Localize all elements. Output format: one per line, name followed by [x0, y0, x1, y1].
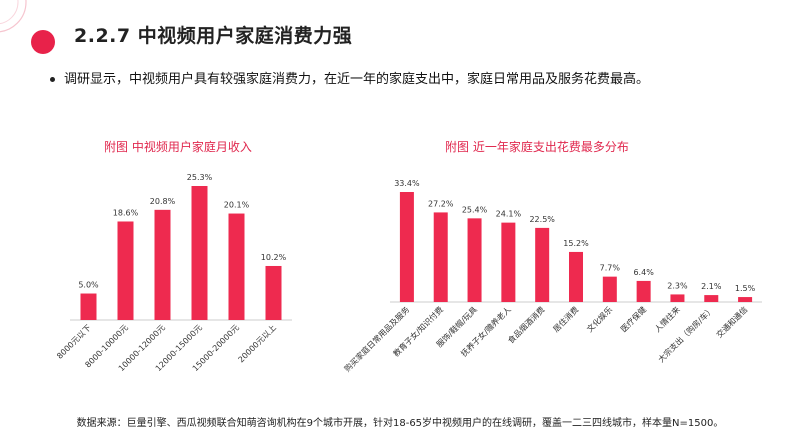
data-label-spending-1: 27.2%	[428, 199, 454, 208]
bar-income-2	[154, 209, 171, 320]
summary-text: 调研显示，中视频用户具有较强家庭消费力，在近一年的家庭支出中，家庭日常用品及服务…	[64, 72, 650, 87]
chart-spending: 33.4%购买家庭日常用品及服务27.2%教育子女/知识付费25.4%服饰/鞋帽…	[342, 179, 762, 374]
tick-label-income-0: 8000元以下	[55, 323, 93, 361]
bar-spending-4	[535, 227, 550, 302]
decorative-circles	[0, 0, 55, 54]
bar-spending-2	[467, 218, 482, 302]
tick-label-spending-7: 医疗保健	[618, 304, 648, 334]
data-label-spending-2: 25.4%	[462, 205, 488, 214]
data-label-spending-5: 15.2%	[563, 239, 589, 248]
bullet-dot	[50, 77, 55, 82]
data-label-income-1: 18.6%	[113, 208, 139, 217]
data-label-income-3: 25.3%	[187, 173, 213, 182]
bar-spending-1	[433, 212, 448, 302]
data-label-income-2: 20.8%	[150, 197, 176, 206]
bar-spending-7	[636, 280, 651, 302]
data-label-spending-0: 33.4%	[394, 179, 420, 188]
tick-label-spending-9: 大宗支出（购房/车）	[656, 304, 716, 364]
data-label-income-0: 5.0%	[78, 281, 99, 290]
data-label-spending-7: 6.4%	[633, 268, 654, 277]
summary-bullet: 调研显示，中视频用户具有较强家庭消费力，在近一年的家庭支出中，家庭日常用品及服务…	[50, 68, 649, 87]
bar-income-4	[228, 213, 245, 320]
tick-label-spending-8: 人情往来	[652, 304, 682, 334]
chart-income: 5.0%8000元以下18.6%8000-10000元20.8%10000-12…	[55, 173, 292, 373]
page-title: 2.2.7 中视频用户家庭消费力强	[74, 25, 353, 47]
bar-spending-8	[670, 294, 685, 302]
bar-spending-10	[738, 297, 753, 302]
data-label-spending-4: 22.5%	[529, 215, 555, 224]
data-label-spending-8: 2.3%	[667, 281, 688, 290]
bar-spending-3	[501, 222, 516, 302]
bar-spending-0	[399, 192, 414, 302]
chart-title-income: 附图 中视频用户家庭月收入	[104, 140, 252, 154]
data-label-spending-3: 24.1%	[496, 210, 522, 219]
data-label-income-5: 10.2%	[261, 253, 287, 262]
tick-label-spending-6: 文化娱乐	[585, 304, 615, 334]
tick-label-income-5: 20000元以上	[237, 323, 278, 364]
bar-spending-6	[602, 276, 617, 302]
tick-label-spending-5: 居住消费	[551, 304, 581, 334]
data-label-spending-10: 1.5%	[735, 284, 756, 293]
tick-label-spending-0: 购买家庭日常用品及服务	[342, 304, 411, 373]
data-label-income-4: 20.1%	[224, 201, 250, 210]
data-label-spending-6: 7.7%	[600, 264, 621, 273]
tick-label-spending-10: 交通和通信	[714, 304, 749, 339]
bar-income-0	[80, 293, 97, 320]
bar-income-5	[265, 265, 282, 320]
bar-income-3	[191, 186, 208, 320]
chart-title-spending: 附图 近一年家庭支出花费最多分布	[445, 140, 629, 154]
data-source-note: 数据来源：巨量引擎、西瓜视频联合知萌咨询机构在9个城市开展，针对18-65岁中视…	[76, 418, 724, 429]
bar-income-1	[117, 221, 134, 320]
bar-spending-9	[704, 295, 719, 302]
bar-spending-5	[569, 251, 583, 302]
data-label-spending-9: 2.1%	[701, 282, 722, 291]
